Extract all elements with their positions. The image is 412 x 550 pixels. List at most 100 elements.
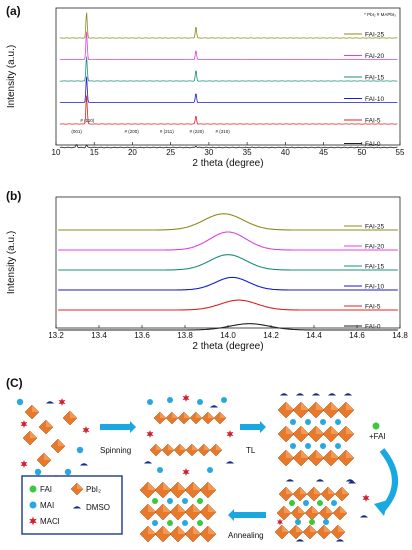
octahedron-highlight <box>163 482 171 490</box>
x-tick-label: 30 <box>204 148 213 157</box>
octahedron-highlight <box>314 487 321 494</box>
pbi2-octahedron-icon <box>292 425 310 443</box>
cation-icon <box>289 500 295 506</box>
maci-icon <box>362 494 370 502</box>
mai-icon <box>197 399 203 405</box>
maci-icon <box>146 430 154 438</box>
cation-icon <box>331 500 337 506</box>
octahedron-highlight <box>220 412 226 418</box>
octahedron-highlight <box>160 412 166 418</box>
dmso-icon <box>80 463 88 466</box>
dmso-icon <box>296 539 304 542</box>
pbi2-octahedron-icon <box>307 401 325 419</box>
maci-icon <box>82 426 90 434</box>
legend-fai: FAI <box>40 485 52 494</box>
pbi2-octahedron-icon <box>318 505 334 521</box>
octahedron-highlight <box>286 402 294 410</box>
pbi2-octahedron-icon <box>189 411 203 425</box>
octahedron-highlight <box>300 487 307 494</box>
legend-label: FAI-15 <box>365 74 385 81</box>
legend-label: FAI-5 <box>365 117 381 124</box>
octahedron-highlight <box>301 426 309 434</box>
tl-arrow <box>240 421 266 433</box>
octahedron-highlight <box>286 487 293 494</box>
mai-icon <box>207 467 213 473</box>
pbi2-octahedron-icon <box>209 443 223 457</box>
dmso-icon <box>286 479 294 482</box>
octahedron-highlight <box>282 525 289 532</box>
pbi2-octahedron-icon <box>288 524 304 540</box>
pbi2-octahedron-icon <box>332 505 348 521</box>
octahedron-highlight <box>316 450 324 458</box>
x-tick-label: 45 <box>319 148 328 157</box>
pbi2-octahedron-icon <box>322 449 340 467</box>
chart-b: 13.2 13.4 13.6 13.8 14.0 14.2 14.4 14.6 14.8 2 th… <box>6 196 408 352</box>
pbi2-octahedron-icon <box>337 449 355 467</box>
series-line <box>58 299 398 311</box>
octahedron-highlight <box>301 402 309 410</box>
x-axis-label: 2 theta (degree) <box>192 158 263 169</box>
octahedron-highlight <box>204 444 210 450</box>
octahedron-highlight <box>340 506 347 513</box>
legend-label: FAI-0 <box>365 141 381 148</box>
x-tick-label: 13.6 <box>134 331 150 340</box>
pbi2-octahedron-icon <box>161 443 175 457</box>
schematic: Spinning TL +FAI Annealing FAI MAI MACl PbI₂ DMS… <box>16 393 398 543</box>
pbi2-octahedron-icon <box>292 486 308 502</box>
legend-dmso: DMSO <box>86 503 110 512</box>
pbi2-octahedron-icon <box>290 505 306 521</box>
legend-fai-icon <box>29 485 37 493</box>
cation-icon <box>182 520 188 526</box>
dmso-icon <box>316 479 324 482</box>
fai-step-label: +FAI <box>369 432 386 441</box>
x-tick-label: 14.4 <box>306 331 322 340</box>
legend-pbi2: PbI₂ <box>86 485 101 494</box>
pbi2-octahedron-icon <box>199 525 217 543</box>
annealing-label: Annealing <box>228 531 264 540</box>
pbi2-octahedron-icon <box>165 411 179 425</box>
octahedron-highlight <box>346 426 354 434</box>
pbi2-octahedron-icon <box>307 449 325 467</box>
pbi2-octahedron-icon <box>154 525 172 543</box>
legend-label: FAI-10 <box>365 283 385 290</box>
peak-label: # (220) <box>190 129 205 134</box>
octahedron-highlight <box>148 482 156 490</box>
cation-icon <box>152 498 158 504</box>
plot-frame-a <box>55 7 401 146</box>
octahedron-highlight <box>208 482 216 490</box>
pbi2-octahedron-icon <box>153 411 167 425</box>
panel-c-label: (C) <box>6 376 23 390</box>
pbi2-octahedron-icon <box>36 452 52 468</box>
octahedron-highlight <box>178 504 186 512</box>
series-line <box>58 254 398 271</box>
legend-label: FAI-5 <box>365 303 381 310</box>
octahedron-highlight <box>346 450 354 458</box>
dmso-icon <box>346 479 354 482</box>
pbi2-octahedron-icon <box>22 430 38 446</box>
pbi2-octahedron-icon <box>197 443 211 457</box>
pbi2-octahedron-icon <box>149 443 163 457</box>
pbi2-octahedron-icon <box>320 486 336 502</box>
pbi2-octahedron-icon <box>304 505 320 521</box>
mai-icon <box>320 419 326 425</box>
octahedron-highlight <box>346 402 354 410</box>
annealing-arrow <box>228 509 266 521</box>
fai-icon <box>372 422 380 430</box>
chart-a: 10 15 20 25 30 35 40 45 50 55 2 theta (degree) Inte… <box>6 7 405 169</box>
mai-icon <box>335 443 341 449</box>
legend-dmso-icon <box>73 506 81 509</box>
pbi2-octahedron-icon <box>199 503 217 521</box>
octahedron-highlight <box>193 526 201 534</box>
peak-label: # (211) <box>160 129 174 134</box>
series-line <box>59 144 398 149</box>
x-tick-label: 14.8 <box>392 331 408 340</box>
octahedron-highlight <box>296 525 303 532</box>
octahedron-highlight <box>30 431 37 438</box>
mai-icon <box>147 399 153 405</box>
pbi2-octahedron-icon <box>184 525 202 543</box>
dmso-icon <box>344 393 352 396</box>
x-tick-label: 13.8 <box>177 331 193 340</box>
dmso-icon <box>296 393 304 396</box>
octahedron-highlight <box>301 450 309 458</box>
octahedron-highlight <box>312 506 319 513</box>
